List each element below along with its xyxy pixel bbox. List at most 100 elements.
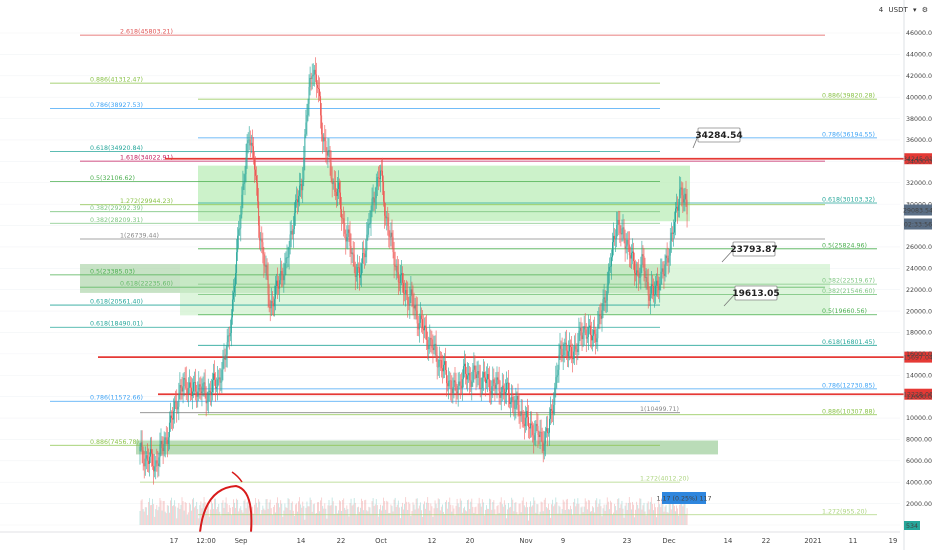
candle-body — [549, 418, 550, 433]
candle-body — [350, 245, 352, 254]
candle-body — [429, 337, 431, 346]
candle-body — [455, 382, 457, 392]
candle-body — [331, 178, 333, 185]
candle-body — [414, 305, 416, 309]
volume-bar — [145, 507, 147, 525]
candle-body — [559, 345, 561, 355]
candle-body — [144, 458, 146, 467]
candle-body — [434, 343, 436, 345]
volume-bar — [237, 499, 239, 525]
candle-body — [649, 293, 651, 301]
volume-bar — [353, 498, 355, 525]
time-tick-label: 20 — [466, 537, 475, 545]
candle-body — [533, 435, 535, 441]
candle-body — [458, 381, 460, 386]
candle-body — [520, 411, 522, 417]
candle-body — [624, 238, 626, 249]
candle-body — [539, 431, 541, 438]
settings-icon[interactable]: ⚙ — [921, 6, 928, 14]
volume-bar — [193, 497, 194, 525]
candle-body — [685, 193, 687, 200]
candle-body — [536, 423, 538, 427]
volume-bar — [387, 501, 389, 525]
volume-bar — [522, 497, 524, 525]
volume-bar — [606, 497, 608, 525]
volume-bar — [561, 509, 563, 525]
volume-bar — [373, 506, 375, 525]
candle-body — [441, 368, 443, 372]
candle-body — [224, 356, 226, 360]
candle-body — [368, 224, 370, 225]
candle-body — [297, 199, 298, 203]
volume-bar — [545, 507, 547, 525]
volume-bar — [245, 508, 247, 525]
volume-bar — [328, 499, 330, 525]
fib-level-label: 1.272(4012.20) — [640, 476, 689, 483]
candle-body — [248, 139, 250, 141]
candle-body — [328, 150, 330, 151]
candle-body — [564, 342, 566, 344]
candle-body — [678, 205, 680, 211]
candle-body — [275, 285, 276, 299]
volume-bar — [141, 499, 143, 525]
candle-body — [369, 222, 371, 225]
volume-bar — [584, 498, 586, 525]
candle-body — [521, 411, 523, 415]
candle-body — [627, 239, 629, 245]
volume-bar — [322, 505, 324, 525]
price-tick-label: 26000.00 — [906, 244, 932, 251]
candle-body — [591, 335, 592, 341]
volume-bar — [436, 508, 438, 525]
currency-label[interactable]: USDT — [888, 6, 908, 14]
volume-bar — [391, 505, 393, 525]
candle-body — [680, 187, 682, 190]
volume-bar — [593, 507, 594, 525]
volume-bar — [190, 504, 191, 525]
candle-body — [279, 280, 281, 289]
candle-body — [492, 379, 494, 387]
volume-bar — [489, 498, 491, 525]
chevron-down-icon[interactable]: ▾ — [912, 6, 917, 14]
candle-body — [477, 371, 479, 375]
volume-bar — [650, 497, 652, 525]
volume-info-tag — [662, 492, 706, 504]
volume-bar — [216, 509, 218, 525]
candle-body — [393, 252, 395, 265]
volume-bar — [223, 507, 225, 525]
fib-level-label: 0.786(38927.53) — [90, 102, 143, 109]
volume-bar — [281, 503, 283, 525]
volume-bar — [571, 509, 572, 525]
candle-body — [661, 268, 663, 272]
volume-bar — [502, 506, 504, 525]
volume-bar — [682, 506, 684, 525]
volume-bar — [673, 497, 674, 525]
volume-bar — [473, 512, 475, 525]
volume-bar — [403, 509, 404, 525]
candle-body — [285, 257, 287, 264]
volume-bar — [247, 498, 249, 525]
volume-bar — [424, 501, 425, 525]
candle-body — [215, 379, 217, 389]
volume-bar — [150, 505, 151, 525]
highlight-zones — [80, 165, 830, 455]
candle-body — [565, 342, 567, 351]
volume-bar — [219, 511, 221, 525]
volume-bar — [157, 510, 159, 525]
volume-bar — [291, 501, 293, 525]
candle-body — [532, 425, 534, 436]
price-tick-label: 4000.00 — [906, 479, 932, 486]
candle-body — [460, 385, 462, 389]
volume-bar — [256, 502, 257, 525]
candle-body — [394, 264, 396, 267]
candle-body — [218, 377, 220, 380]
candle-body — [593, 329, 595, 336]
volume-bar — [517, 514, 519, 525]
volume-bar — [149, 498, 150, 525]
candle-body — [646, 277, 648, 283]
candle-body — [272, 303, 274, 307]
candle-body — [590, 325, 591, 336]
candle-body — [161, 440, 163, 448]
volume-bar — [272, 506, 274, 525]
volume-bar — [433, 508, 435, 525]
